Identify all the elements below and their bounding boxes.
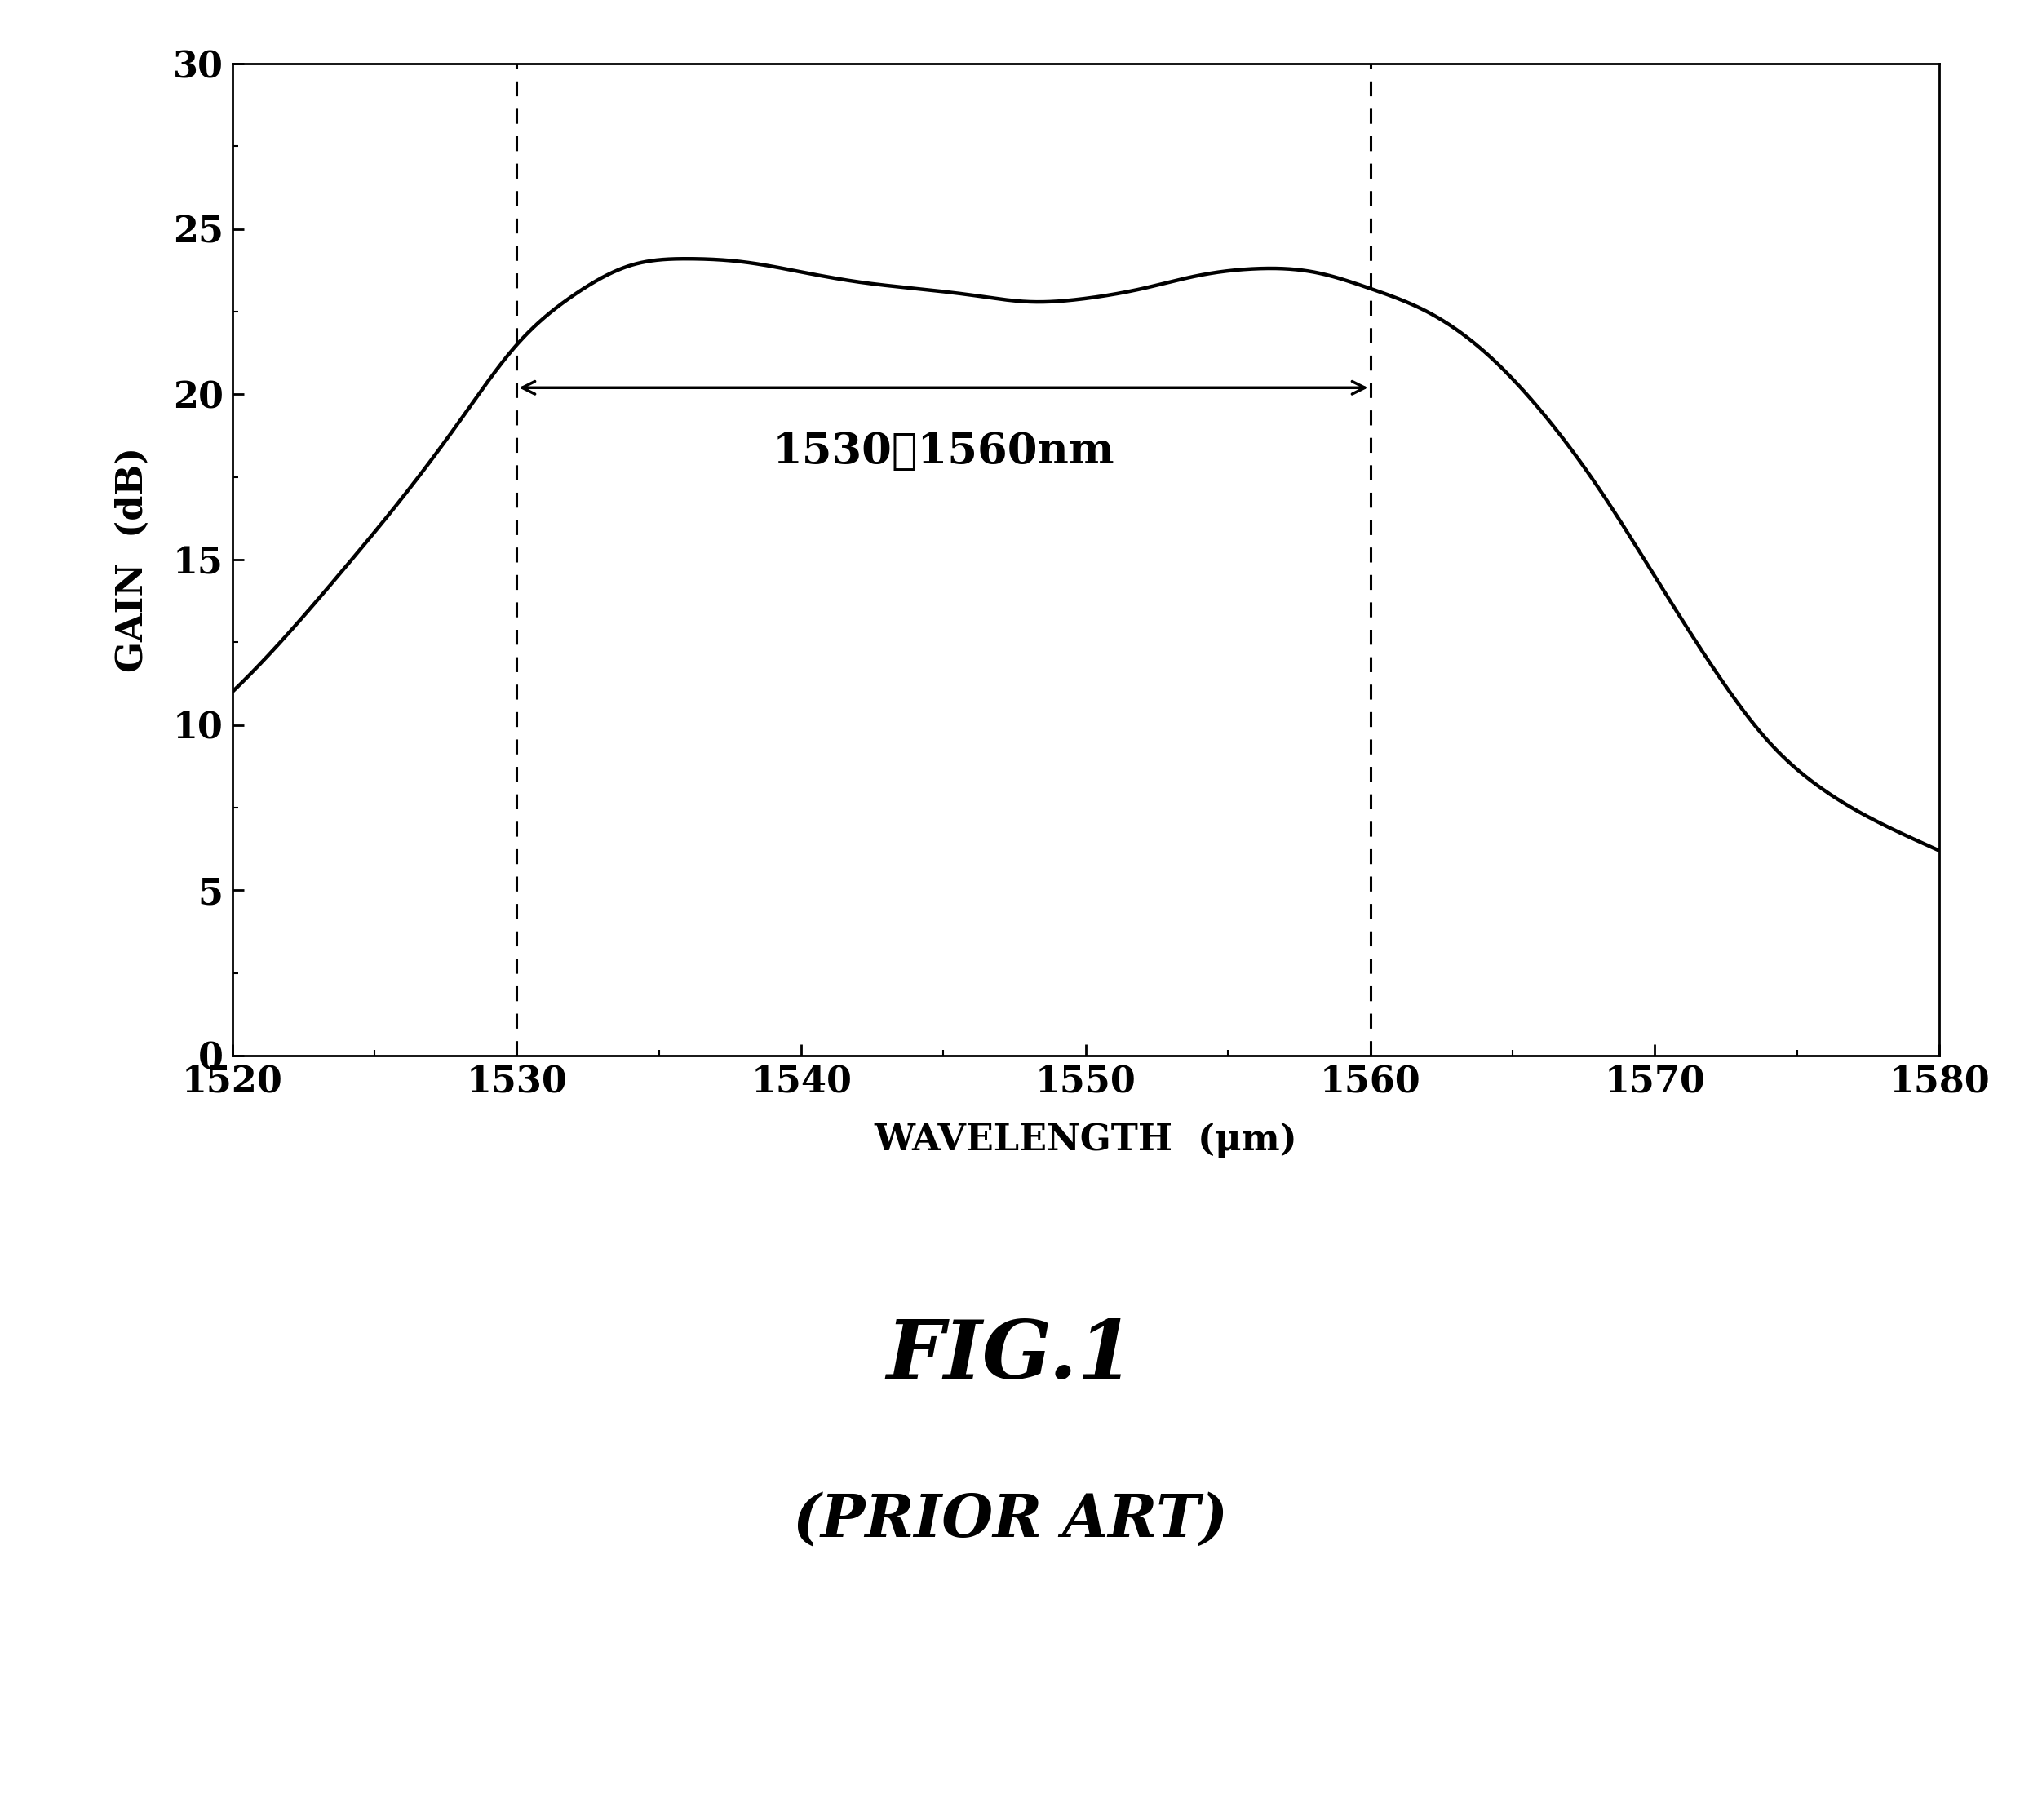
Text: FIG.1: FIG.1: [887, 1316, 1133, 1396]
Y-axis label: GAIN  (dB): GAIN (dB): [115, 448, 149, 672]
Text: (PRIOR ART): (PRIOR ART): [792, 1491, 1228, 1549]
X-axis label: WAVELENGTH  (μm): WAVELENGTH (μm): [875, 1123, 1297, 1158]
Text: 1530～1560nm: 1530～1560nm: [772, 431, 1115, 473]
